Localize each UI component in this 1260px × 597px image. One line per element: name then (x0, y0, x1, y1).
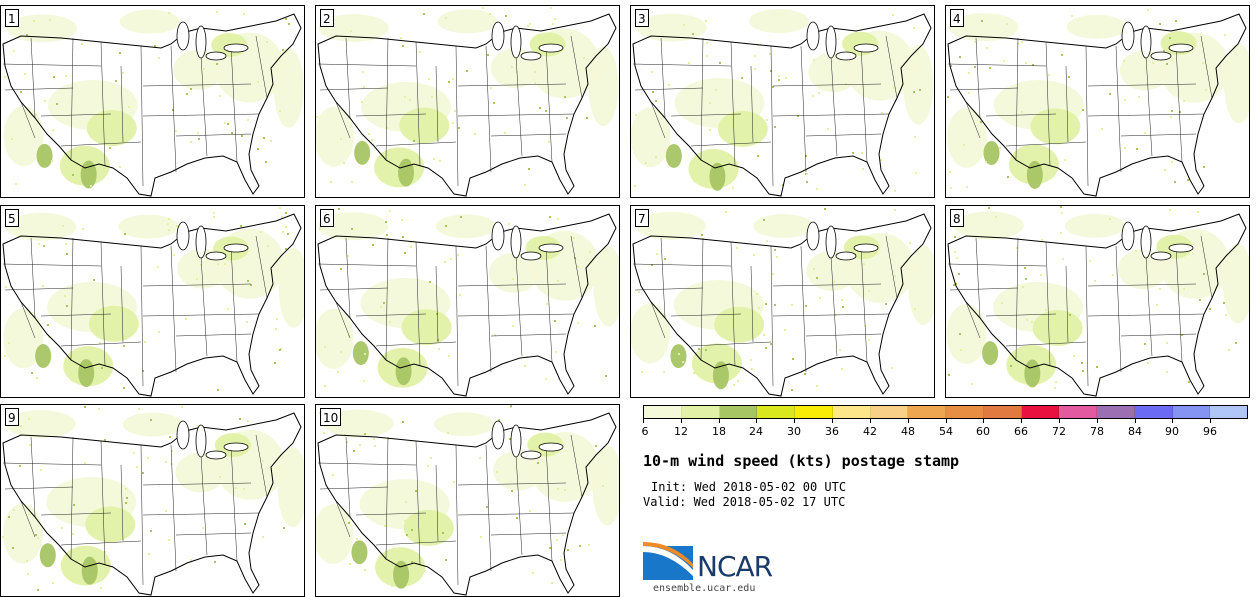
map-panel-10: 10 (315, 404, 620, 597)
colorbar-segment (1097, 406, 1135, 418)
panel-label: 8 (950, 209, 964, 227)
map-svg (316, 206, 619, 397)
site-url: ensemble.ucar.edu (653, 583, 756, 594)
map-svg (316, 6, 619, 197)
colorbar-tick-label: 12 (674, 425, 688, 438)
panel-label: 9 (5, 408, 19, 426)
colorbar-segment (719, 406, 758, 418)
colorbar-tick-label: 78 (1090, 425, 1104, 438)
colorbar-tick-label: 54 (939, 425, 953, 438)
colorbar-tick (1097, 419, 1098, 423)
colorbar-segment (757, 406, 795, 418)
colorbar-tick (794, 419, 795, 423)
map-panel-6: 6 (315, 205, 620, 398)
panel-label: 6 (320, 209, 334, 227)
plot-title: 10-m wind speed (kts) postage stamp (643, 452, 960, 470)
valid-time: Valid: Wed 2018-05-02 17 UTC (643, 495, 846, 509)
colorbar-tick-label: 96 (1203, 425, 1217, 438)
ncar-logo-text: NCAR (697, 550, 773, 583)
map-panel-4: 4 (945, 5, 1250, 198)
panel-label: 2 (320, 9, 334, 27)
colorbar-tick (1210, 419, 1211, 423)
colorbar-segment (1059, 406, 1097, 418)
map-panel-1: 1 (0, 5, 305, 198)
init-time: Init: Wed 2018-05-02 00 UTC (651, 480, 847, 494)
colorbar-segment (644, 406, 682, 418)
colorbar-segment (1021, 406, 1060, 418)
colorbar-tick (681, 419, 682, 423)
panel-label: 3 (635, 9, 649, 27)
colorbar-segment (946, 406, 984, 418)
wind-speed-colorbar (643, 405, 1248, 419)
map-panel-5: 5 (0, 205, 305, 398)
colorbar-tick-label: 48 (901, 425, 915, 438)
colorbar-tick-label: 30 (787, 425, 801, 438)
colorbar-tick-label: 24 (749, 425, 763, 438)
map-svg (316, 405, 619, 596)
panel-label: 1 (5, 9, 19, 27)
colorbar-tick-label: 84 (1128, 425, 1142, 438)
colorbar-tick-label: 90 (1165, 425, 1179, 438)
panel-label: 7 (635, 209, 649, 227)
colorbar-tick (643, 419, 644, 423)
colorbar-tick (1135, 419, 1136, 423)
colorbar-tick (719, 419, 720, 423)
map-panel-3: 3 (630, 5, 935, 198)
colorbar-segment (1172, 406, 1211, 418)
colorbar-segment (1134, 406, 1173, 418)
panel-label: 4 (950, 9, 964, 27)
map-svg (946, 206, 1249, 397)
map-svg (1, 6, 304, 197)
map-svg (946, 6, 1249, 197)
colorbar-tick-label: 66 (1014, 425, 1028, 438)
colorbar-segment (870, 406, 909, 418)
colorbar-ticks: 6 12 18 24 30 36 42 48 54 60 66 72 78 84 90 96 (641, 419, 1248, 441)
colorbar-tick (870, 419, 871, 423)
map-panel-2: 2 (315, 5, 620, 198)
colorbar-tick (1059, 419, 1060, 423)
ncar-logo-icon (643, 542, 693, 580)
colorbar-segment (983, 406, 1022, 418)
panel-label: 5 (5, 209, 19, 227)
colorbar-tick (946, 419, 947, 423)
colorbar-tick-label: 18 (712, 425, 726, 438)
colorbar-tick (1172, 419, 1173, 423)
colorbar-segment (1210, 406, 1247, 418)
map-panel-8: 8 (945, 205, 1250, 398)
map-svg (631, 6, 934, 197)
colorbar-segment (908, 406, 946, 418)
colorbar-tick (908, 419, 909, 423)
colorbar-tick (1021, 419, 1022, 423)
map-svg (1, 405, 304, 596)
map-svg (1, 206, 304, 397)
colorbar-segment (681, 406, 720, 418)
colorbar-tick-label: 60 (976, 425, 990, 438)
colorbar-tick (983, 419, 984, 423)
colorbar-tick-label: 36 (825, 425, 839, 438)
map-panel-7: 7 (630, 205, 935, 398)
colorbar-segment (832, 406, 871, 418)
colorbar-segment (795, 406, 833, 418)
map-panel-9: 9 (0, 404, 305, 597)
map-svg (631, 206, 934, 397)
colorbar-tick-label: 6 (641, 425, 649, 438)
colorbar-tick (832, 419, 833, 423)
colorbar-tick-label: 42 (863, 425, 877, 438)
colorbar-tick (756, 419, 757, 423)
panel-label: 10 (320, 408, 342, 426)
colorbar-tick-label: 72 (1052, 425, 1066, 438)
